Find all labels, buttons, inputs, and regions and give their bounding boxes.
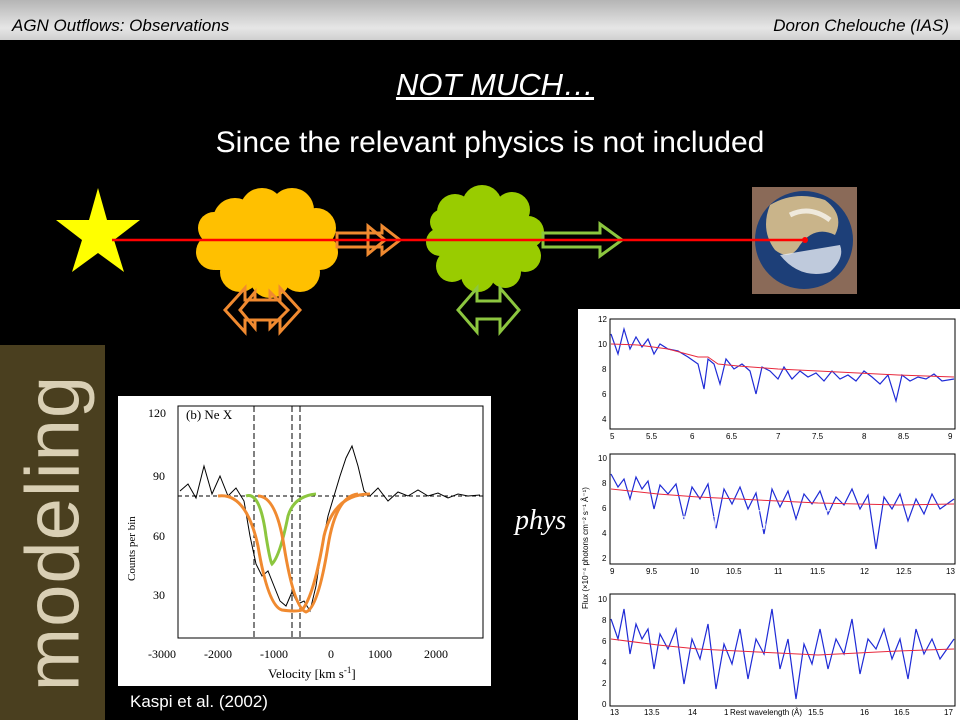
svg-text:16: 16 [860,708,869,717]
cloud-green [426,185,544,292]
plot-ylabel: Counts per bin [126,516,138,581]
spectrum-ylabel: Flux (×10⁻⁴ photons cm⁻² s⁻¹ Å⁻¹) [581,487,590,609]
svg-text:10.5: 10.5 [726,567,742,576]
overlay-physics-text: phys [515,505,567,536]
svg-text:9: 9 [948,432,953,441]
svg-text:6.5: 6.5 [726,432,738,441]
spectrum-xlabel: Rest wavelength (Å) [728,708,805,717]
svg-text:5.5: 5.5 [646,432,658,441]
arrow-right-orange-1 [335,222,388,258]
observed-spectrum [179,444,481,613]
plot-xlabel: Velocity [km s-1] [268,665,356,681]
sidebar-text: modeling [10,374,95,691]
xtick: -1000 [260,647,288,661]
svg-text:17: 17 [944,708,953,717]
star-icon [56,188,140,272]
xtick: 2000 [424,647,448,661]
svg-text:11.5: 11.5 [810,567,826,576]
svg-text:4: 4 [602,658,607,667]
sidebar-vertical-label: modeling [0,345,105,720]
svg-text:2: 2 [602,679,607,688]
arrow-right-green [541,221,625,259]
svg-text:2: 2 [602,554,607,563]
earth-image [752,187,857,294]
svg-text:10: 10 [598,340,607,349]
spectrum-1-data [610,326,955,404]
svg-text:16.5: 16.5 [894,708,910,717]
svg-text:9: 9 [610,567,615,576]
slide-title: NOT MUCH… [395,67,595,102]
ytick: 120 [148,406,166,420]
svg-text:8: 8 [602,616,607,625]
header-left: AGN Outflows: Observations [12,16,230,35]
xtick: 1000 [368,647,392,661]
svg-text:14: 14 [688,708,697,717]
svg-text:0: 0 [602,700,607,709]
svg-text:13.5: 13.5 [644,708,660,717]
svg-text:6: 6 [602,390,607,399]
svg-text:9.5: 9.5 [646,567,658,576]
svg-text:12: 12 [598,315,607,324]
svg-text:6: 6 [602,637,607,646]
svg-text:12.5: 12.5 [896,567,912,576]
svg-text:4: 4 [602,529,607,538]
spectrum-3-model [610,638,955,656]
svg-text:10: 10 [690,567,699,576]
svg-text:5: 5 [610,432,615,441]
spectrum-3-data [610,608,955,700]
svg-text:7.5: 7.5 [812,432,824,441]
header-right: Doron Chelouche (IAS) [773,16,949,35]
ne-x-velocity-plot: (b) Ne X Counts per bin 120 90 60 30 -30… [118,396,491,686]
ytick: 60 [153,529,165,543]
svg-text:4: 4 [602,415,607,424]
double-arrow-green [456,283,521,337]
svg-text:8: 8 [602,479,607,488]
svg-text:10: 10 [598,454,607,463]
svg-text:15.5: 15.5 [808,708,824,717]
spectrum-1-model [610,343,955,378]
double-arrow-orange-1 [222,284,303,336]
svg-text:6: 6 [690,432,695,441]
svg-text:6: 6 [602,504,607,513]
svg-text:10: 10 [598,595,607,604]
svg-text:8: 8 [602,365,607,374]
overlay-physics-text-faded: physics(L,n,r,N...) [660,505,860,536]
x-ray-spectrum-plot: Flux (×10⁻⁴ photons cm⁻² s⁻¹ Å⁻¹) 12 10 … [578,309,960,720]
header-bar: AGN Outflows: Observations Doron Chelouc… [0,0,960,40]
fit-orange-1 [257,492,359,614]
fit-green [245,492,317,567]
plot-panel-label: (b) Ne X [186,407,233,422]
svg-text:8.5: 8.5 [898,432,910,441]
citation: Kaspi et al. (2002) [130,692,268,711]
ytick: 30 [153,588,165,602]
svg-text:13: 13 [946,567,955,576]
svg-text:11: 11 [774,567,783,576]
svg-text:12: 12 [860,567,869,576]
double-arrow-orange-2 [238,287,291,333]
svg-text:7: 7 [776,432,781,441]
xtick: -2000 [204,647,232,661]
spectrum-2-model [610,488,955,506]
xtick: 0 [328,647,334,661]
fit-orange-2 [217,492,371,613]
ytick: 90 [153,469,165,483]
xtick: -3000 [148,647,176,661]
svg-text:8: 8 [862,432,867,441]
cloud-orange [196,188,338,298]
svg-text:13: 13 [610,708,619,717]
slide-subtitle: Since the relevant physics is not includ… [215,126,765,159]
arrow-right-orange-2 [366,222,403,258]
